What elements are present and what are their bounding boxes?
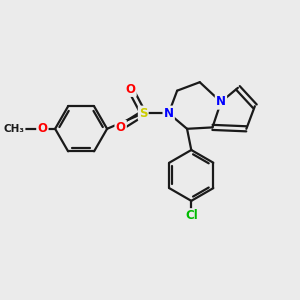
Text: O: O xyxy=(125,83,136,96)
Text: O: O xyxy=(38,122,47,135)
Text: O: O xyxy=(116,121,126,134)
Text: CH₃: CH₃ xyxy=(4,124,25,134)
Text: S: S xyxy=(139,107,148,120)
Text: Cl: Cl xyxy=(185,209,198,222)
Text: N: N xyxy=(164,107,174,120)
Text: N: N xyxy=(216,95,226,109)
